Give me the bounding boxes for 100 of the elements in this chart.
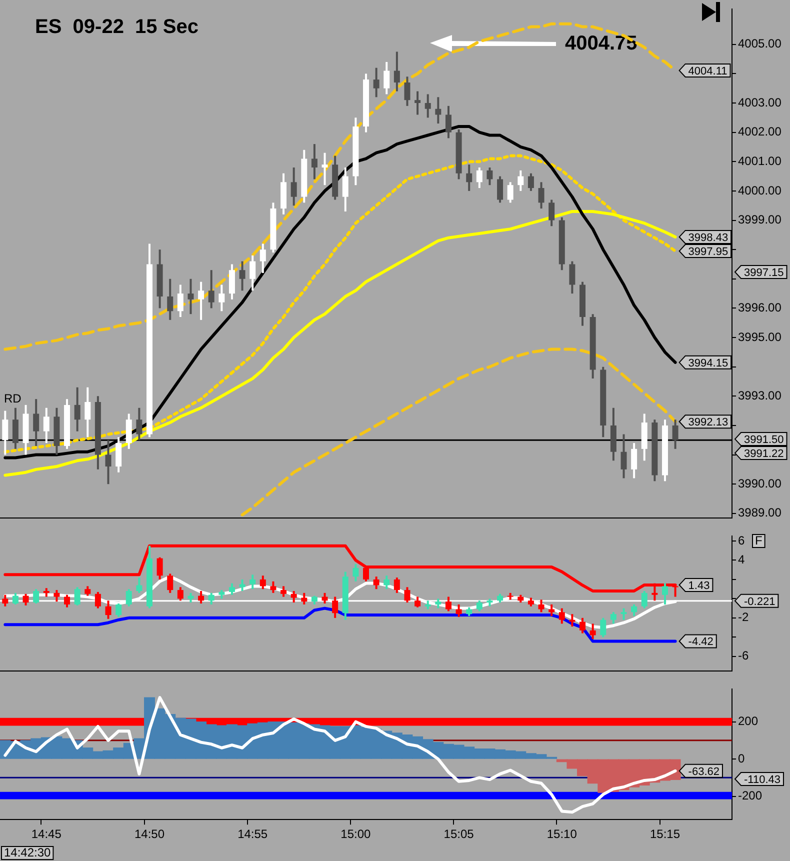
candlestick [126, 588, 132, 608]
candlestick [476, 600, 482, 612]
data-label: 1.43 [688, 580, 710, 592]
candlestick [435, 598, 442, 610]
candlestick [373, 66, 380, 98]
candlestick [33, 398, 40, 447]
x-tick-label: 15:00 [340, 827, 372, 842]
x-tick-label: 15:10 [546, 827, 578, 842]
y-tick-label: 3996.00 [738, 300, 782, 315]
candlestick [177, 284, 184, 318]
candlestick [332, 596, 338, 619]
candlestick [290, 590, 297, 604]
candlestick [198, 280, 204, 321]
candlestick [260, 574, 266, 590]
candlestick [218, 284, 225, 312]
candlestick [528, 172, 534, 192]
y-tick-label: 3993.00 [738, 388, 782, 402]
data-label: 3998.43 [688, 232, 728, 244]
y-tick-label: -2 [738, 610, 749, 624]
y-tick-label: 4002.00 [738, 124, 782, 139]
candlestick [558, 607, 565, 625]
candlestick [43, 406, 50, 444]
candlestick [672, 418, 678, 450]
ref-line-label: -0.221 [744, 596, 776, 608]
candlestick [610, 611, 616, 625]
text: 3991.22 [744, 448, 784, 460]
candlestick [2, 594, 8, 608]
candlestick [116, 602, 122, 618]
candlestick [476, 166, 482, 190]
x-tick-label: 14:45 [31, 827, 62, 842]
data-label: 3992.13 [688, 416, 728, 429]
candlestick [116, 436, 122, 474]
candlestick [404, 76, 410, 107]
candlestick [342, 166, 348, 212]
candlestick [208, 269, 214, 310]
x-tick-label: 15:05 [444, 827, 474, 842]
x-tick-label: 14:50 [134, 827, 165, 842]
data-label: -4.42 [688, 636, 714, 648]
candlestick [569, 260, 576, 295]
candlestick [404, 586, 410, 604]
ref-line-label: 3991.50 [744, 434, 784, 446]
candlestick [322, 152, 328, 186]
y-tick-label: 3989.00 [738, 506, 782, 520]
candlestick [84, 386, 91, 438]
candlestick [239, 260, 246, 292]
candlestick [518, 169, 524, 192]
line-series [240, 348, 677, 516]
candlestick [270, 580, 276, 594]
y-tick-label: 0 [738, 751, 745, 766]
annotation: 4004.75 [565, 32, 638, 55]
candlestick [126, 412, 132, 450]
candlestick [167, 278, 174, 321]
candlestick [456, 603, 462, 618]
candlestick [600, 616, 606, 638]
text: 3997.15 [744, 267, 784, 280]
x-tick-label: 15:15 [650, 827, 680, 842]
text: F [755, 533, 762, 548]
candlestick [394, 50, 400, 92]
candlestick [662, 582, 668, 606]
candlestick [466, 164, 472, 192]
candlestick [373, 576, 380, 590]
candlestick [414, 90, 421, 116]
candlestick [384, 574, 390, 590]
candlestick [445, 596, 452, 612]
y-tick-label: 4003.00 [738, 95, 782, 110]
candlestick [250, 254, 256, 292]
candlestick [445, 104, 452, 140]
candlestick [188, 278, 194, 316]
candlestick [538, 598, 544, 614]
candlestick [22, 592, 29, 606]
x-tick-label: 14:55 [238, 827, 268, 842]
candlestick [569, 613, 576, 628]
candlestick [290, 166, 297, 207]
y-tick-label: -200 [738, 788, 762, 803]
candlestick [105, 600, 112, 620]
candlestick [486, 166, 493, 186]
y-tick-label: 3995.00 [738, 330, 782, 344]
data-label: 3997.95 [688, 246, 728, 258]
candlestick [94, 590, 101, 610]
y-tick-label: 3999.00 [738, 212, 782, 227]
candlestick [250, 574, 256, 590]
candlestick [64, 594, 70, 608]
candlestick [208, 592, 214, 606]
candlestick [54, 589, 60, 603]
y-tick-label: 4000.00 [738, 183, 782, 198]
y-tick-label: 4 [738, 552, 745, 567]
candlestick [136, 406, 142, 442]
y-tick-label: 200 [738, 714, 758, 728]
data-label: 3994.15 [688, 357, 728, 370]
candlestick [352, 563, 359, 582]
candlestick [620, 433, 627, 480]
candlestick [228, 582, 235, 596]
chart-title: ES 09-22 15 Sec [35, 16, 198, 38]
candlestick [322, 592, 328, 604]
candlestick [590, 622, 596, 640]
data-label: -63.62 [688, 766, 720, 778]
data-label: 4004.11 [688, 66, 728, 78]
candlestick [228, 263, 235, 300]
candlestick [260, 242, 266, 274]
y-tick-label: 6 [738, 533, 745, 548]
